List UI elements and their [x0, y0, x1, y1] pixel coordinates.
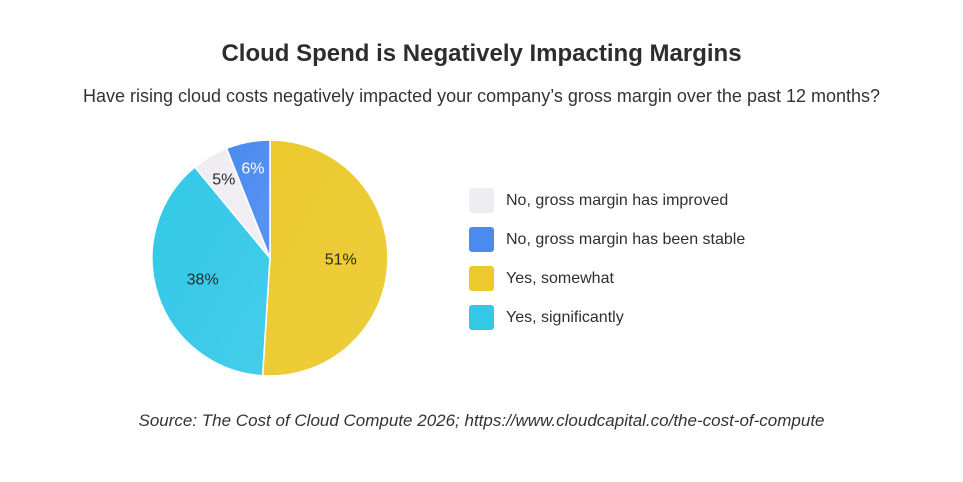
pie-label-yes-somewhat: 51% [325, 252, 357, 269]
pie-labels: 51% 38% 5% 6% [187, 160, 357, 288]
legend-label-somewhat: Yes, somewhat [506, 269, 614, 287]
pie-chart: 51% 38% 5% 6% [151, 139, 389, 377]
chart-subtitle: Have rising cloud costs negatively impac… [82, 86, 881, 106]
pie-slice-yes-somewhat [261, 139, 389, 377]
pie-slice-no-gross-margin-has-been-stable [225, 139, 271, 259]
legend-swatch-stable [469, 227, 494, 252]
pie-slices [151, 139, 389, 377]
pie-label-no-gross-margin-has-improved: 5% [212, 171, 235, 188]
chart-title: Cloud Spend is Negatively Impacting Marg… [221, 40, 742, 67]
pie-slice-yes-significantly [151, 166, 271, 377]
legend: No, gross margin has improved No, gross … [469, 188, 745, 344]
legend-item-somewhat: Yes, somewhat [469, 266, 745, 291]
legend-item-improved: No, gross margin has improved [469, 188, 745, 213]
pie-label-yes-significantly: 38% [187, 271, 219, 288]
legend-item-stable: No, gross margin has been stable [469, 227, 745, 252]
legend-swatch-somewhat [469, 266, 494, 291]
pie-label-no-gross-margin-has-been-stable: 6% [241, 160, 264, 177]
legend-label-stable: No, gross margin has been stable [506, 230, 746, 248]
legend-label-significantly: Yes, significantly [506, 308, 624, 326]
legend-swatch-improved [469, 188, 494, 213]
legend-swatch-significantly [469, 305, 494, 330]
chart-source: Source: The Cost of Cloud Compute 2026; … [138, 411, 825, 430]
legend-item-significantly: Yes, significantly [469, 305, 745, 330]
legend-label-improved: No, gross margin has improved [506, 191, 729, 209]
